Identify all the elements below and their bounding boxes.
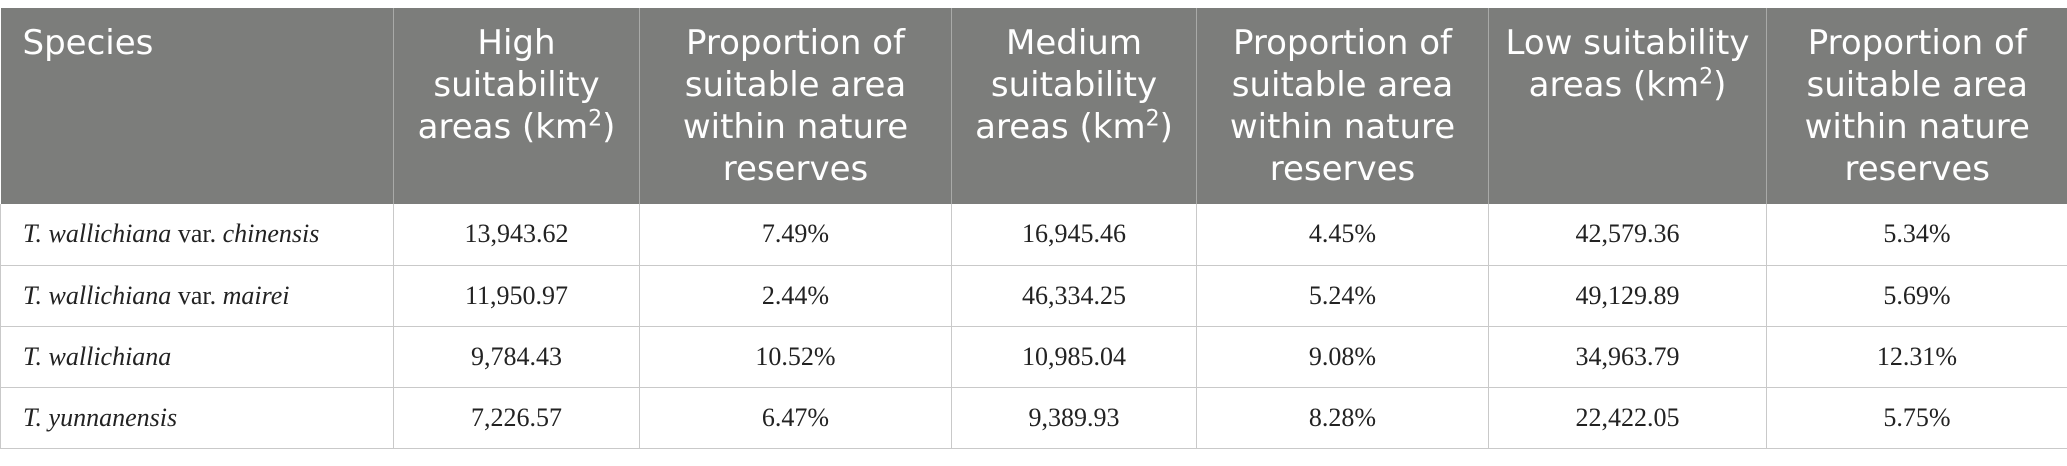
header-high-area: High suitability areas (km2) [393,8,640,204]
header-prop-medium: Proportion of suitable area within natur… [1196,8,1489,204]
low-area-cell: 49,129.89 [1488,265,1767,327]
table-row: T. yunnanensis 7,226.57 6.47% 9,389.93 8… [0,387,2067,449]
table-row: T. wallichiana 9,784.43 10.52% 10,985.04… [0,326,2067,388]
header-medium-area: Medium suitability areas (km2) [951,8,1197,204]
prop-medium-cell: 5.24% [1196,265,1489,327]
species-name: T. wallichiana [23,341,172,371]
header-species: Species [0,8,394,204]
header-prop-low: Proportion of suitable area within natur… [1766,8,2067,204]
species-name: T. yunnanensis [23,402,178,432]
species-name: T. wallichiana [23,280,172,310]
header-prop-high: Proportion of suitable area within natur… [639,8,952,204]
species-var-label: var. [171,280,223,310]
high-area-cell: 13,943.62 [393,204,640,266]
medium-area-cell: 9,389.93 [951,387,1197,449]
table-row: T. wallichiana var. chinensis 13,943.62 … [0,204,2067,266]
species-name: T. wallichiana [23,219,172,249]
species-var-name: mairei [222,280,290,310]
species-var-label: var. [171,219,223,249]
medium-area-cell: 16,945.46 [951,204,1197,266]
header-row: Species High suitability areas (km2) Pro… [0,8,2067,204]
table-header: Species High suitability areas (km2) Pro… [0,8,2067,204]
header-low-area-text: Low suitability areas (km [1505,23,1750,105]
table-row: T. wallichiana var. mairei 11,950.97 2.4… [0,265,2067,327]
low-area-cell: 42,579.36 [1488,204,1767,266]
species-cell: T. yunnanensis [0,387,394,449]
prop-low-cell: 12.31% [1766,326,2067,388]
prop-high-cell: 10.52% [639,326,952,388]
header-high-area-close: ) [602,107,616,147]
prop-high-cell: 7.49% [639,204,952,266]
low-area-cell: 34,963.79 [1488,326,1767,388]
header-low-area: Low suitability areas (km2) [1488,8,1767,204]
medium-area-cell: 10,985.04 [951,326,1197,388]
header-low-area-sup: 2 [1699,64,1714,90]
prop-medium-cell: 8.28% [1196,387,1489,449]
high-area-cell: 7,226.57 [393,387,640,449]
prop-low-cell: 5.69% [1766,265,2067,327]
table-body: T. wallichiana var. chinensis 13,943.62 … [0,204,2067,449]
prop-low-cell: 5.75% [1766,387,2067,449]
suitability-table: Species High suitability areas (km2) Pro… [0,8,2067,449]
species-cell: T. wallichiana [0,326,394,388]
medium-area-cell: 46,334.25 [951,265,1197,327]
species-var-name: chinensis [222,219,320,249]
species-cell: T. wallichiana var. mairei [0,265,394,327]
prop-medium-cell: 9.08% [1196,326,1489,388]
header-low-area-close: ) [1713,65,1727,105]
high-area-cell: 11,950.97 [393,265,640,327]
header-medium-area-sup: 2 [1145,106,1160,132]
prop-low-cell: 5.34% [1766,204,2067,266]
high-area-cell: 9,784.43 [393,326,640,388]
prop-medium-cell: 4.45% [1196,204,1489,266]
header-medium-area-text: Medium suitability areas (km [975,23,1158,147]
header-high-area-text: High suitability areas (km [417,23,600,147]
header-high-area-sup: 2 [588,106,603,132]
low-area-cell: 22,422.05 [1488,387,1767,449]
suitability-table-container: Species High suitability areas (km2) Pro… [0,8,2067,449]
species-cell: T. wallichiana var. chinensis [0,204,394,266]
prop-high-cell: 2.44% [639,265,952,327]
header-medium-area-close: ) [1159,107,1173,147]
prop-high-cell: 6.47% [639,387,952,449]
